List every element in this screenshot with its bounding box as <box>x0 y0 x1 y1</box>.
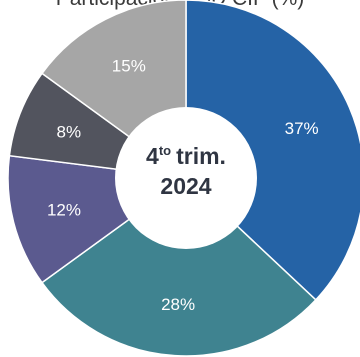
slice-value-label-0: 37% <box>285 119 319 138</box>
pie-slice-1 <box>40 177 317 357</box>
pie-slice-0 <box>185 0 360 301</box>
center-label-line2: 2024 <box>160 173 211 199</box>
center-label-number: 4 <box>146 143 159 169</box>
donut-hole <box>115 107 257 249</box>
slice-value-label-4: 15% <box>112 57 146 76</box>
center-label-line1: 4to trim. <box>146 143 226 169</box>
slice-value-label-2: 12% <box>47 200 81 219</box>
slice-labels-group: 37% 28% 12% 8% 15% <box>47 57 319 314</box>
slice-value-label-3: 8% <box>57 123 82 142</box>
center-label-word: trim. <box>176 143 226 169</box>
center-label-superscript: to <box>159 143 171 158</box>
slice-value-label-1: 28% <box>161 295 195 314</box>
